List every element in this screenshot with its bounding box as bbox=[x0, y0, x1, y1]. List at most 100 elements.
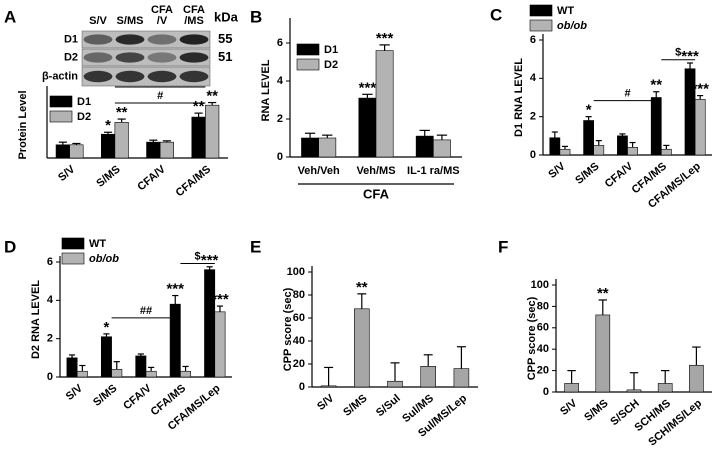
bar bbox=[101, 133, 116, 159]
x-tick-label: S/MS bbox=[341, 392, 369, 418]
x-tick-label: S/Sul bbox=[374, 392, 403, 419]
bar bbox=[114, 122, 129, 159]
significance: *** bbox=[376, 30, 394, 47]
y-tick-label: 40 bbox=[537, 343, 549, 355]
x-tick-label: S/V bbox=[315, 392, 337, 413]
blot-lane-label: /MS bbox=[184, 15, 204, 27]
bar bbox=[180, 370, 192, 378]
comparison-label: # bbox=[157, 90, 163, 102]
significance: ** bbox=[597, 285, 609, 302]
bar bbox=[204, 269, 216, 378]
y-tick-label: 0 bbox=[543, 386, 549, 398]
bar bbox=[595, 314, 611, 393]
comparison-label: # bbox=[624, 88, 630, 100]
significance: ** bbox=[116, 104, 128, 121]
blot-band bbox=[83, 70, 113, 83]
blot-lane-label: S/V bbox=[89, 15, 107, 27]
bar bbox=[55, 144, 70, 159]
significance: *** bbox=[691, 81, 709, 98]
significance: *** bbox=[211, 291, 229, 308]
comparison-label: ## bbox=[140, 305, 152, 317]
bar bbox=[358, 97, 377, 158]
legend-swatch bbox=[529, 4, 553, 17]
significance: * bbox=[105, 117, 111, 134]
y-tick-label: 80 bbox=[537, 300, 549, 312]
y-tick-label: 2 bbox=[277, 113, 283, 125]
legend-label: D1 bbox=[324, 44, 338, 56]
y-tick-label: 4 bbox=[530, 72, 537, 84]
y-tick-label: 6 bbox=[530, 34, 536, 46]
blot-band bbox=[147, 70, 177, 83]
significance: *** bbox=[201, 252, 219, 269]
legend-label: D2 bbox=[77, 111, 91, 123]
blot-band bbox=[179, 52, 209, 63]
blot-size: 55 bbox=[218, 31, 232, 46]
blot-strip bbox=[81, 66, 211, 87]
significance: * bbox=[586, 102, 592, 119]
bar bbox=[318, 137, 337, 158]
bar bbox=[660, 148, 672, 156]
bar bbox=[617, 135, 628, 156]
legend-label: ob/ob bbox=[557, 20, 587, 32]
bar bbox=[76, 370, 88, 378]
y-tick-label: 20 bbox=[293, 358, 305, 370]
bar bbox=[159, 141, 174, 159]
y-axis-label: RNA LEVEL bbox=[260, 59, 272, 121]
bar bbox=[66, 357, 78, 378]
bar bbox=[564, 383, 579, 393]
bar bbox=[205, 104, 220, 159]
significance: *** bbox=[681, 48, 699, 65]
blot-lane-label: CFA bbox=[183, 4, 205, 16]
panel-letter: D bbox=[4, 237, 16, 256]
blot-band bbox=[115, 52, 145, 63]
bar bbox=[69, 144, 84, 159]
bar bbox=[111, 369, 123, 378]
panel-letter: B bbox=[250, 7, 262, 26]
y-axis-label: Protein Level bbox=[17, 90, 29, 159]
bar bbox=[420, 365, 436, 388]
bar bbox=[100, 336, 112, 378]
panel-letter: F bbox=[498, 237, 508, 256]
legend-swatch bbox=[296, 43, 320, 56]
bar bbox=[135, 355, 147, 378]
y-tick-label: 0 bbox=[530, 149, 536, 161]
bar bbox=[169, 303, 181, 378]
blot-band bbox=[179, 34, 209, 45]
y-axis-label: CPP score (sec) bbox=[282, 287, 294, 371]
x-tick-label: S/V bbox=[64, 382, 86, 403]
y-tick-label: 4 bbox=[277, 75, 284, 87]
legend-swatch bbox=[49, 95, 73, 108]
legend-swatch bbox=[61, 237, 85, 250]
blot-strip bbox=[81, 48, 211, 67]
y-tick-label: 2 bbox=[47, 333, 53, 345]
y-tick-label: 0 bbox=[47, 371, 53, 383]
blot-row-label: D2 bbox=[64, 51, 78, 63]
x-tick-label: S/V bbox=[56, 163, 78, 184]
legend-swatch bbox=[61, 252, 85, 265]
y-tick-label: 20 bbox=[537, 365, 549, 377]
bar bbox=[145, 370, 157, 378]
bar bbox=[320, 385, 337, 388]
blot-row-label: β-actin bbox=[42, 70, 78, 82]
y-tick-label: 100 bbox=[287, 266, 305, 278]
legend-label: ob/ob bbox=[89, 253, 119, 265]
y-tick-label: 80 bbox=[293, 289, 305, 301]
comparison-label: $ bbox=[675, 47, 681, 59]
significance: *** bbox=[166, 281, 184, 298]
y-axis-label: D2 RNA LEVEL bbox=[30, 280, 42, 359]
panel-letter: C bbox=[490, 5, 502, 24]
legend-label: D1 bbox=[77, 96, 91, 108]
bar bbox=[433, 139, 451, 158]
y-tick-label: 4 bbox=[47, 294, 54, 306]
blot-strip bbox=[81, 30, 211, 49]
x-tick-label: S/MS bbox=[94, 163, 122, 189]
bar bbox=[387, 380, 403, 388]
panel-letter: E bbox=[250, 237, 261, 256]
y-tick-label: 40 bbox=[293, 335, 305, 347]
bar bbox=[375, 50, 394, 158]
blot-band bbox=[147, 52, 177, 63]
x-tick-label: S/MS bbox=[573, 160, 601, 186]
comparison-label: $ bbox=[195, 250, 201, 262]
bar bbox=[627, 147, 638, 156]
